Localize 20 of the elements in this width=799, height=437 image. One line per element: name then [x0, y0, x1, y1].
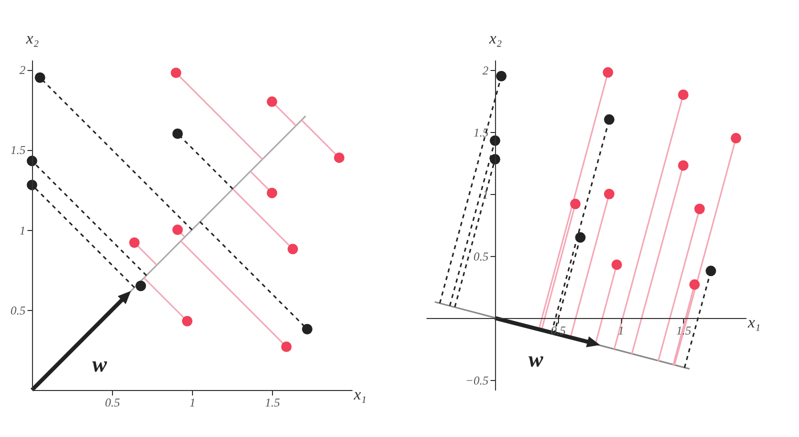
y-tick-label: 0.5: [10, 303, 26, 318]
x-axis-title: x₁: [352, 386, 366, 404]
annotation: w: [528, 346, 544, 372]
y-tick-label: 1.5: [474, 125, 489, 140]
y-tick-label: 1: [482, 187, 489, 202]
y-tick-label: 0.5: [474, 250, 489, 264]
y-axis-title: x₂: [488, 30, 502, 48]
x-tick-label: 1: [190, 396, 196, 410]
annotation: w: [92, 352, 108, 377]
y-tick-label: −0.5: [465, 374, 489, 388]
y-tick-label: 2: [482, 63, 489, 78]
x-tick-label: 1: [618, 324, 624, 338]
y-tick-label: 1.5: [10, 143, 26, 158]
y-tick-label: 2: [20, 63, 26, 78]
x-tick-label: 0.5: [105, 396, 120, 410]
y-tick-label: 1: [20, 223, 26, 238]
x-axis-title: x₁: [746, 314, 760, 332]
x-tick-label: 1.5: [676, 324, 692, 338]
y-axis-title: x₂: [25, 30, 40, 48]
x-tick-label: 1.5: [265, 396, 280, 410]
